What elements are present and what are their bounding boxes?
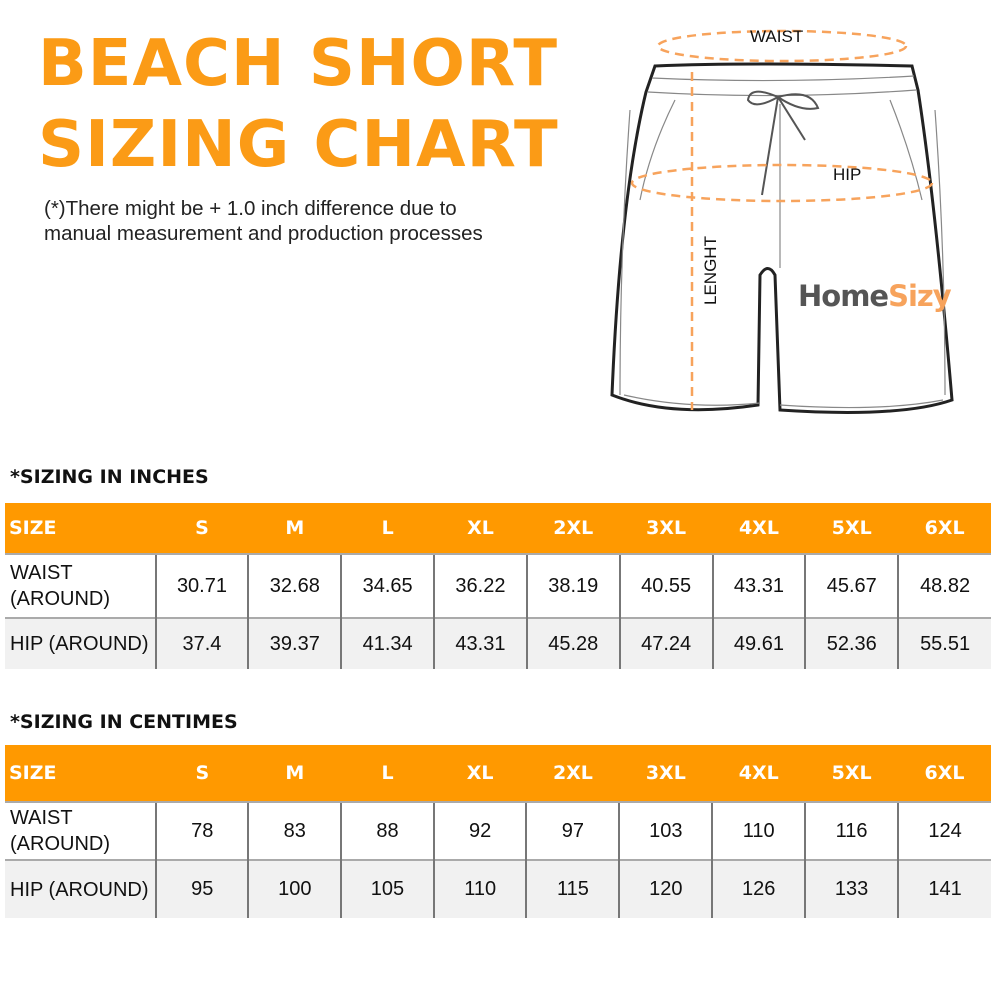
header-cell: S bbox=[156, 745, 249, 802]
header-cell: 3XL bbox=[619, 503, 713, 554]
header-cell: 5XL bbox=[805, 503, 899, 554]
header-cell: 6XL bbox=[898, 503, 991, 554]
shorts-outline bbox=[610, 62, 954, 414]
value-cell: 116 bbox=[804, 801, 899, 860]
value-cell: 78 bbox=[155, 801, 249, 860]
value-cell: 34.65 bbox=[340, 553, 435, 618]
header-cell: 4XL bbox=[712, 503, 806, 554]
cm-size-table: SIZE S M L XL 2XL 3XL 4XL 5XL 6XL WAIST (AROUND) 78 8… bbox=[5, 745, 991, 918]
drawstring-icon bbox=[746, 90, 820, 196]
waist-label: WAIST bbox=[750, 27, 803, 46]
value-cell: 110 bbox=[432, 859, 527, 918]
value-cell: 48.82 bbox=[897, 553, 991, 618]
measure-lines bbox=[630, 29, 934, 410]
value-cell: 88 bbox=[340, 801, 434, 860]
value-cell: 45.28 bbox=[525, 617, 620, 669]
value-cell: 49.61 bbox=[711, 617, 806, 669]
table-row: HIP (AROUND) 37.4 39.37 41.34 43.31 45.28 47.2… bbox=[5, 617, 991, 669]
header-cell: S bbox=[155, 503, 249, 554]
inch-size-table: SIZE S M L XL 2XL 3XL 4XL 5XL 6XL WAIST (AROUND) 30.… bbox=[5, 503, 991, 669]
note-line-2: manual measurement and production proces… bbox=[44, 222, 483, 245]
value-cell: 37.4 bbox=[154, 617, 249, 669]
value-cell: 100 bbox=[247, 859, 342, 918]
measure-label: HIP (AROUND) bbox=[5, 617, 156, 669]
shorts-diagram: WAIST HIP LENGHT HomeSizy bbox=[610, 27, 954, 414]
header-cell: L bbox=[341, 745, 434, 802]
value-cell: 83 bbox=[247, 801, 342, 860]
table-caption: *SIZING IN CENTIMES bbox=[10, 711, 238, 733]
value-cell: 92 bbox=[432, 801, 527, 860]
value-cell: 47.24 bbox=[618, 617, 713, 669]
value-cell: 115 bbox=[525, 859, 620, 918]
value-cell: 32.68 bbox=[247, 553, 342, 618]
value-cell: 103 bbox=[618, 801, 713, 860]
value-cell: 110 bbox=[711, 801, 806, 860]
value-cell: 55.51 bbox=[897, 617, 991, 669]
note-line-1: (*)There might be + 1.0 inch difference … bbox=[44, 197, 457, 220]
value-cell: 124 bbox=[897, 801, 991, 860]
value-cell: 43.31 bbox=[433, 617, 527, 669]
value-cell: 133 bbox=[804, 859, 899, 918]
table-row: WAIST (AROUND) 78 83 88 92 97 103 110 116 124 bbox=[5, 801, 991, 860]
value-cell: 120 bbox=[618, 859, 713, 918]
measure-label: HIP (AROUND) bbox=[5, 859, 157, 918]
header-row: SIZE S M L XL 2XL 3XL 4XL 5XL 6XL bbox=[5, 745, 991, 802]
header-cell: XL bbox=[434, 503, 527, 554]
header-cell: 2XL bbox=[526, 745, 620, 802]
header-cell: M bbox=[248, 503, 342, 554]
measure-label: WAIST (AROUND) bbox=[5, 801, 157, 860]
value-cell: 141 bbox=[897, 859, 991, 918]
table-row: WAIST (AROUND) 30.71 32.68 34.65 36.22 38.19 40… bbox=[5, 553, 991, 618]
header-cell: 6XL bbox=[898, 745, 991, 802]
title-line-2: SIZING CHART bbox=[38, 108, 559, 182]
header-cell: L bbox=[341, 503, 435, 554]
table-row: HIP (AROUND) 95 100 105 110 115 120 126 133 141 bbox=[5, 859, 991, 918]
header-cell: SIZE bbox=[5, 745, 157, 802]
header-cell: 5XL bbox=[805, 745, 899, 802]
value-cell: 36.22 bbox=[433, 553, 527, 618]
value-cell: 38.19 bbox=[525, 553, 620, 618]
length-label: LENGHT bbox=[701, 236, 720, 305]
homesizy-logo: HomeSizy bbox=[798, 279, 952, 313]
hip-label: HIP bbox=[833, 165, 861, 184]
value-cell: 52.36 bbox=[804, 617, 899, 669]
table-caption: *SIZING IN INCHES bbox=[10, 466, 209, 488]
value-cell: 39.37 bbox=[247, 617, 342, 669]
value-cell: 105 bbox=[340, 859, 434, 918]
value-cell: 40.55 bbox=[618, 553, 713, 618]
value-cell: 45.67 bbox=[804, 553, 899, 618]
value-cell: 95 bbox=[155, 859, 249, 918]
measure-label: WAIST (AROUND) bbox=[5, 553, 156, 618]
header-cell: 2XL bbox=[526, 503, 620, 554]
value-cell: 97 bbox=[525, 801, 620, 860]
header-cell: 4XL bbox=[712, 745, 806, 802]
value-cell: 126 bbox=[711, 859, 806, 918]
header-row: SIZE S M L XL 2XL 3XL 4XL 5XL 6XL bbox=[5, 503, 991, 554]
header-cell: M bbox=[248, 745, 342, 802]
value-cell: 43.31 bbox=[711, 553, 806, 618]
header-cell: SIZE bbox=[5, 503, 156, 554]
value-cell: 41.34 bbox=[340, 617, 435, 669]
header-cell: XL bbox=[433, 745, 527, 802]
header-cell: 3XL bbox=[619, 745, 713, 802]
measurement-note: (*)There might be + 1.0 inch difference … bbox=[44, 196, 483, 246]
value-cell: 30.71 bbox=[154, 553, 249, 618]
title-line-1: BEACH SHORT bbox=[38, 27, 558, 101]
shorts-details bbox=[619, 75, 946, 409]
